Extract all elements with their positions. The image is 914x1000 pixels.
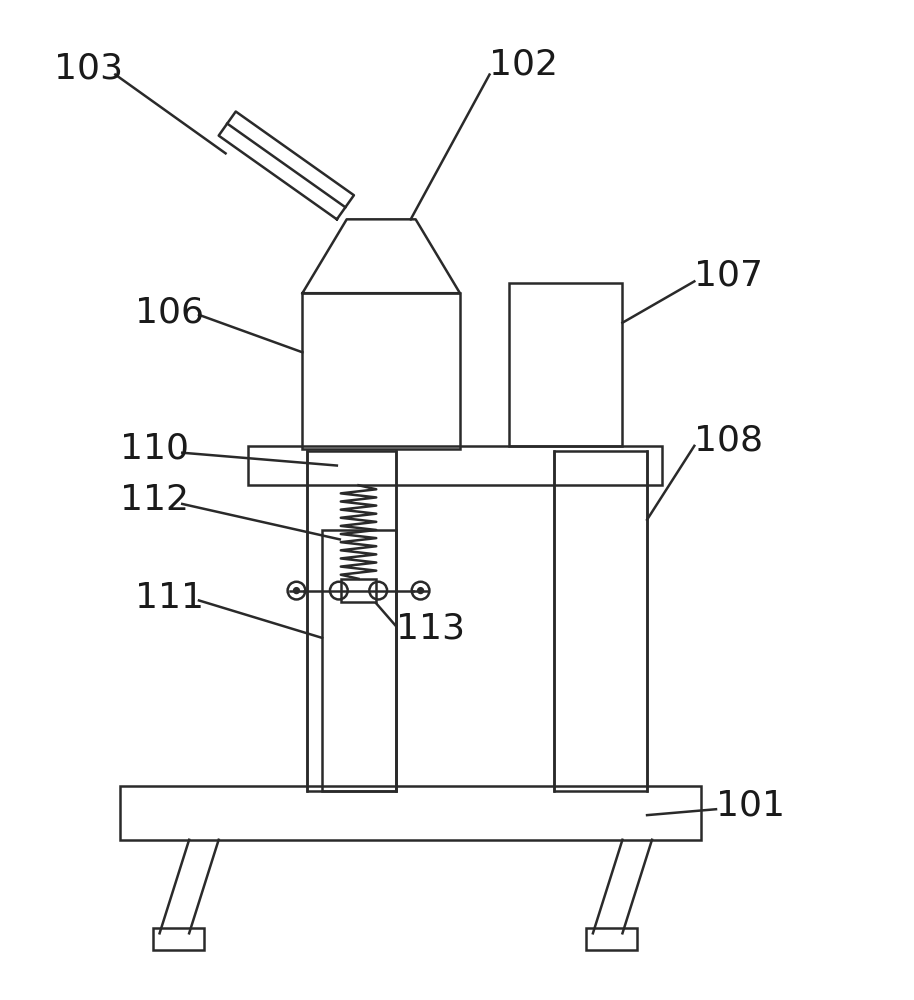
- Bar: [303, 293, 460, 449]
- Bar: [586, 928, 637, 950]
- Circle shape: [418, 588, 423, 594]
- Text: 112: 112: [121, 483, 189, 517]
- Bar: [341, 579, 377, 602]
- Bar: [554, 451, 647, 791]
- Text: 107: 107: [695, 258, 763, 292]
- Bar: [121, 786, 701, 840]
- Text: 108: 108: [695, 424, 763, 458]
- Text: 106: 106: [135, 296, 204, 330]
- Text: 101: 101: [716, 788, 785, 822]
- Text: 113: 113: [396, 611, 465, 645]
- Text: 111: 111: [135, 581, 204, 615]
- Text: 102: 102: [490, 48, 558, 82]
- Bar: [509, 283, 622, 446]
- Bar: [307, 451, 396, 791]
- Text: 103: 103: [54, 52, 123, 86]
- Bar: [249, 446, 662, 485]
- Bar: [322, 530, 396, 791]
- Bar: [153, 928, 204, 950]
- Circle shape: [293, 588, 300, 594]
- Text: 110: 110: [121, 432, 189, 466]
